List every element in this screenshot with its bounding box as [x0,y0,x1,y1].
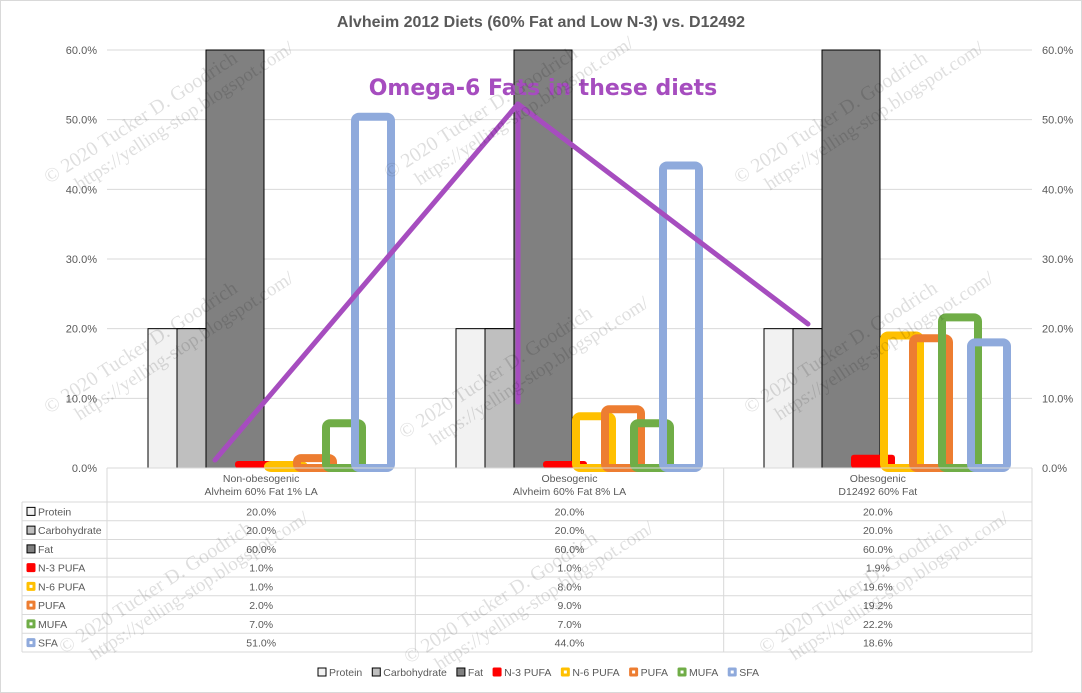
legend-label: SFA [739,667,759,679]
y-tick-label: 40.0% [66,184,97,196]
table-cell-value: 20.0% [555,525,585,537]
table-swatch-mufa-inner [29,622,33,626]
chart-title: Alvheim 2012 Diets (60% Fat and Low N-3)… [337,14,745,31]
y-tick-label-right: 60.0% [1042,45,1073,57]
table-cell-value: 60.0% [555,544,585,556]
table-series-label: Protein [38,506,71,518]
legend-label: N-6 PUFA [572,667,619,679]
bar-fat-2 [513,49,573,469]
y-axis-right: 0.0% 10.0% 20.0% 30.0% 40.0% 50.0% 60.0% [1042,45,1073,475]
table-series-label: Fat [38,544,53,556]
table-cell-value: 9.0% [558,600,582,612]
y-tick-label: 60.0% [66,45,97,57]
table-swatch-protein [26,506,36,516]
y-tick-label-right: 10.0% [1042,393,1073,405]
annotation-arrows [212,101,811,463]
legend-swatch-n-3-pufa [492,667,502,677]
bar-fat-3 [821,49,881,469]
table-swatch-fat [26,544,36,554]
table-cell-value: 8.0% [558,581,582,593]
legend-swatch-n-6-pufa-inner [563,670,567,674]
legend-swatch-sfa-inner [730,670,734,674]
category-label: Obesogenic [850,473,906,485]
y-axis-left: 0.0% 10.0% 20.0% 30.0% 40.0% 50.0% 60.0% [66,45,97,475]
table-series-label: MUFA [38,619,67,631]
table-swatch-pufa-inner [29,603,33,607]
table-cell-value: 20.0% [863,506,893,518]
table-swatch-n-3-pufa [26,563,36,573]
table-swatch-carbohydrate [26,525,36,535]
legend-swatch-mufa-inner [680,670,684,674]
table-cell-value: 19.2% [863,600,893,612]
table-cell-value: 7.0% [558,619,582,631]
table-cell-value: 60.0% [246,544,276,556]
category-label: Obesogenic [541,473,597,485]
y-tick-label-right: 40.0% [1042,184,1073,196]
arrow-line-right [515,101,811,327]
y-tick-label: 50.0% [66,115,97,127]
legend-swatch-fat [456,667,466,677]
table-cell-value: 19.6% [863,581,893,593]
legend-swatch-protein [317,667,327,677]
arrow-line-left [212,101,521,463]
table-series-label: N-3 PUFA [38,563,85,575]
table-cell-value: 1.0% [249,581,273,593]
table-cell-value: 20.0% [246,525,276,537]
table-swatch-sfa-inner [29,641,33,645]
table-cell-value: 44.0% [555,638,585,650]
category-label: Non-obesogenic [223,473,299,485]
table-cell-value: 7.0% [249,619,273,631]
table-cell-value: 18.6% [863,638,893,650]
category-label: D12492 60% Fat [838,486,917,498]
legend-label: PUFA [641,667,668,679]
table-swatch-n-6-pufa-inner [29,584,33,588]
y-tick-label-right: 50.0% [1042,115,1073,127]
y-tick-label: 10.0% [66,393,97,405]
y-tick-label: 20.0% [66,324,97,336]
table-cell-value: 20.0% [863,525,893,537]
legend-label: MUFA [689,667,718,679]
table-cell-value: 22.2% [863,619,893,631]
annotation-text: Omega-6 Fats in these diets [369,76,718,101]
legend-label: Protein [329,667,362,679]
table-cell-value: 60.0% [863,544,893,556]
category-label: Alvheim 60% Fat 8% LA [513,486,626,498]
table-series-label: PUFA [38,600,65,612]
legend-swatch-pufa-inner [632,670,636,674]
bar-fat-1 [205,49,265,469]
table-series-label: Carbohydrate [38,525,102,537]
y-tick-label: 0.0% [72,463,97,475]
legend: Protein Carbohydrate Fat N-3 PUFA N-6 PUFA PU… [317,667,759,679]
table-series-label: SFA [38,638,58,650]
table-cell-value: 1.9% [866,563,890,575]
table-cell-value: 1.0% [249,563,273,575]
legend-label: Fat [468,667,483,679]
y-tick-label: 30.0% [66,254,97,266]
category-label: Alvheim 60% Fat 1% LA [205,486,318,498]
legend-label: N-3 PUFA [504,667,551,679]
y-tick-label-right: 30.0% [1042,254,1073,266]
y-tick-label-right: 20.0% [1042,324,1073,336]
table-cell-value: 20.0% [246,506,276,518]
table-cell-value: 1.0% [558,563,582,575]
table-series-label: N-6 PUFA [38,581,85,593]
legend-label: Carbohydrate [383,667,447,679]
table-cell-value: 20.0% [555,506,585,518]
y-tick-label-right: 0.0% [1042,463,1067,475]
legend-swatch-carbohydrate [371,667,381,677]
table-cell-value: 51.0% [246,638,276,650]
table-cell-value: 2.0% [249,600,273,612]
